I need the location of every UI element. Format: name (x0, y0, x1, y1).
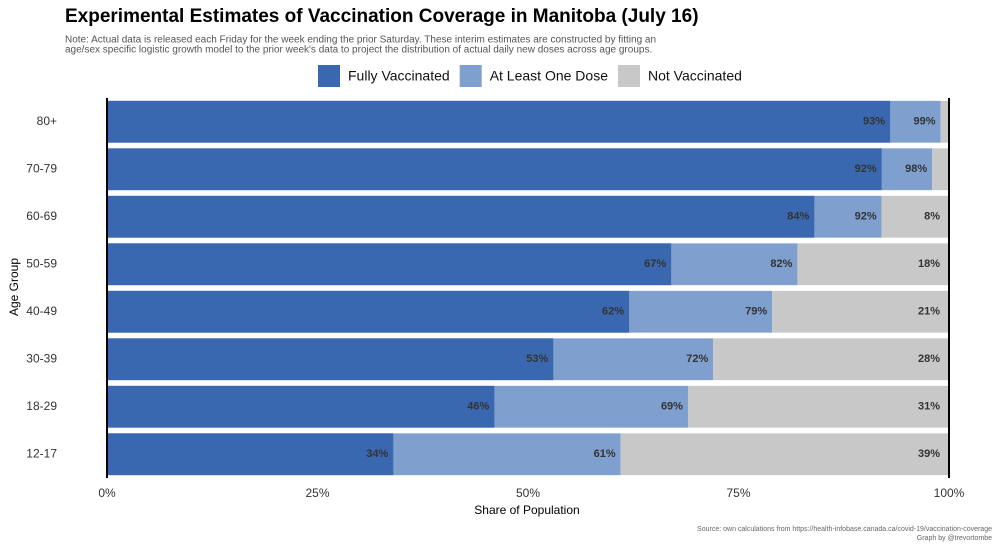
bar (107, 243, 672, 286)
value-label: 62% (602, 306, 624, 318)
bar (797, 243, 949, 286)
value-label: 98% (905, 163, 927, 175)
legend-swatch (617, 65, 640, 87)
value-label: 92% (855, 211, 877, 223)
value-label: 82% (770, 258, 792, 270)
y-tick-label: 50-59 (26, 256, 57, 270)
bar (687, 385, 949, 428)
value-label: 92% (855, 163, 877, 175)
x-axis-title: Share of Population (474, 503, 579, 517)
bar (940, 100, 949, 143)
value-label: 99% (914, 116, 936, 128)
bar (107, 385, 495, 428)
value-label: 93% (863, 116, 885, 128)
bar (713, 338, 949, 381)
value-label: 67% (644, 258, 666, 270)
value-label: 53% (526, 353, 548, 365)
value-label: 34% (366, 448, 388, 460)
bar (107, 195, 815, 238)
value-label: 84% (787, 211, 809, 223)
legend-swatch (459, 65, 482, 87)
value-label: 79% (745, 306, 767, 318)
bar (107, 433, 394, 476)
legend-label: At Least One Dose (490, 68, 609, 84)
bar (881, 195, 949, 238)
bar (107, 290, 630, 333)
bar (107, 100, 891, 143)
value-label: 18% (918, 258, 940, 270)
value-label: 72% (686, 353, 708, 365)
bar (932, 148, 949, 191)
legend-label: Not Vaccinated (648, 68, 742, 84)
note: Note: Actual data is released each Frida… (65, 35, 656, 46)
value-label: 46% (467, 401, 489, 413)
value-label: 28% (918, 353, 940, 365)
value-label: 69% (661, 401, 683, 413)
y-tick-label: 70-79 (26, 161, 57, 175)
x-tick-label: 100% (934, 486, 965, 500)
bar (107, 338, 554, 381)
legend-swatch (318, 65, 340, 87)
bar (620, 433, 949, 476)
y-tick-label: 30-39 (26, 351, 57, 365)
y-axis-title: Age Group (7, 258, 21, 316)
y-tick-label: 80+ (37, 114, 57, 128)
y-tick-label: 12-17 (26, 446, 57, 460)
value-label: 31% (918, 401, 940, 413)
bar (772, 290, 949, 333)
y-tick-label: 40-49 (26, 304, 57, 318)
source: Graph by @trevortombe (917, 535, 992, 542)
note: age/sex specific logistic growth model t… (65, 45, 652, 56)
value-label: 8% (924, 211, 940, 223)
x-tick-label: 25% (305, 486, 329, 500)
bar (107, 148, 882, 191)
x-tick-label: 0% (98, 486, 116, 500)
y-tick-label: 60-69 (26, 209, 57, 223)
x-tick-label: 50% (516, 486, 540, 500)
chart-title: Experimental Estimates of Vaccination Co… (65, 6, 699, 27)
x-tick-label: 75% (726, 486, 750, 500)
y-tick-label: 18-29 (26, 399, 57, 413)
value-label: 39% (918, 448, 940, 460)
legend-label: Fully Vaccinated (348, 68, 450, 84)
value-label: 21% (918, 306, 940, 318)
source: Source: own calculations from https://he… (697, 526, 992, 533)
value-label: 61% (594, 448, 616, 460)
